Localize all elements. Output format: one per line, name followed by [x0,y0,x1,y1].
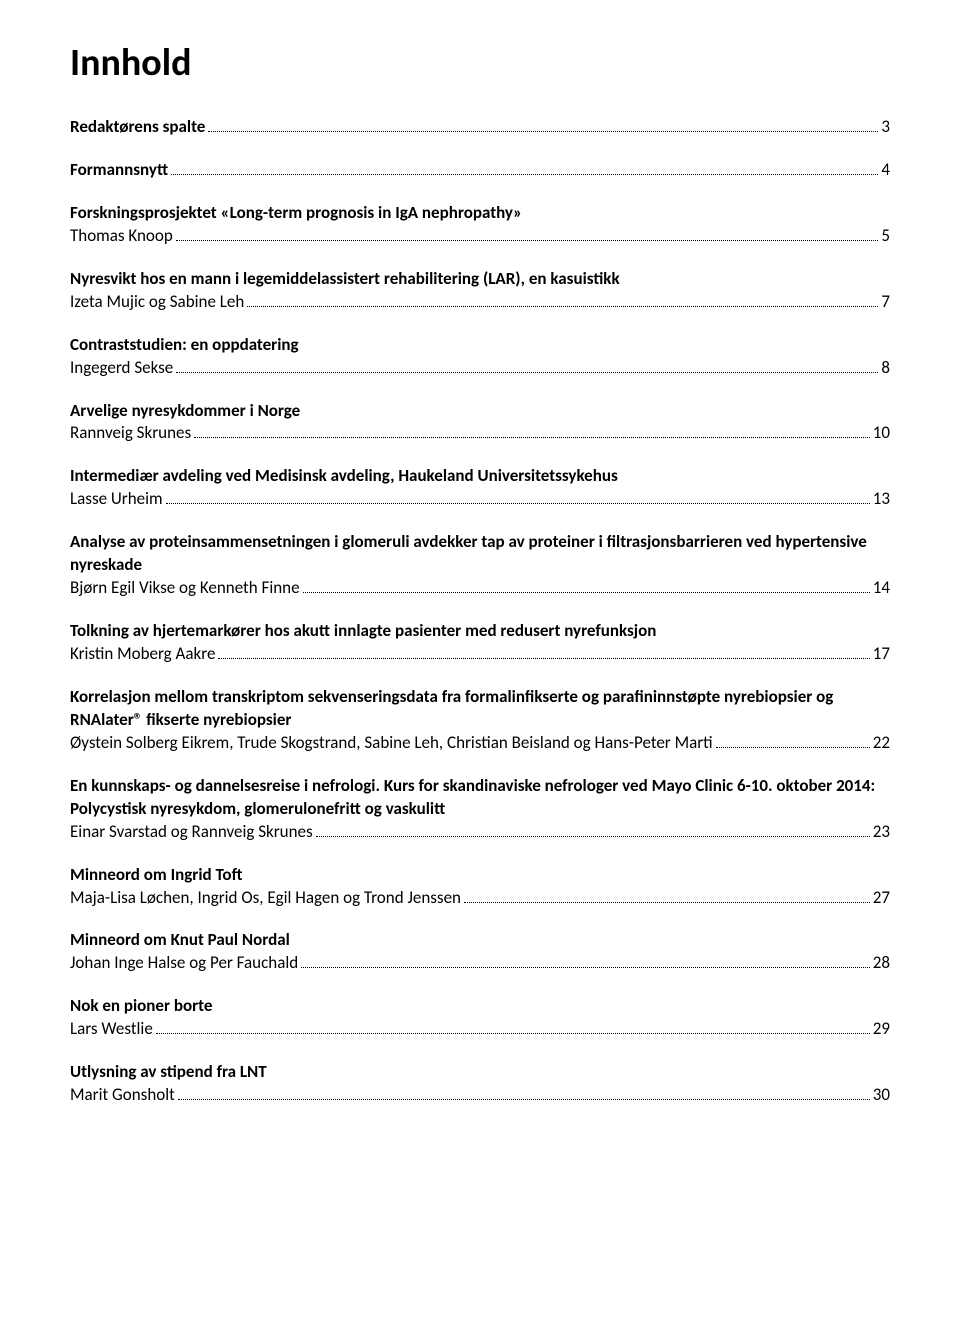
toc-entry-authors: Lasse Urheim [70,488,163,511]
toc-entry-title: Tolkning av hjertemarkører hos akutt inn… [70,620,890,643]
toc-entry-page: 14 [873,577,890,600]
toc-entry-title: Nyresvikt hos en mann i legemiddelassist… [70,268,890,291]
toc-entry-page: 4 [881,159,890,182]
toc-entry-title: Korrelasjon mellom transkriptom sekvense… [70,686,890,732]
toc-entry-page: 17 [873,643,890,666]
toc-entry: En kunnskaps- og dannelsesreise i nefrol… [70,775,890,844]
toc-entry: Nyresvikt hos en mann i legemiddelassist… [70,268,890,314]
toc-entry-authors: Ingegerd Sekse [70,357,173,380]
toc-entry: Arvelige nyresykdommer i Norge Rannveig … [70,400,890,446]
toc-entry-authors: Einar Svarstad og Rannveig Skrunes [70,821,313,844]
toc-entry: Minneord om Knut Paul Nordal Johan Inge … [70,929,890,975]
toc-entry-title: Contraststudien: en oppdatering [70,334,890,357]
toc-entry-title: Minneord om Ingrid Toft [70,864,890,887]
toc-entry-authors: Lars Westlie [70,1018,153,1041]
dot-leader [716,733,870,748]
dot-leader [156,1020,870,1035]
toc-entry-authors: Bjørn Egil Vikse og Kenneth Finne [70,577,300,600]
toc-entry-authors: Izeta Mujic og Sabine Leh [70,291,244,314]
toc-entry-title: Intermediær avdeling ved Medisinsk avdel… [70,465,890,488]
toc-entry: Redaktørens spalte 3 [70,116,890,139]
page-title: Innhold [70,40,890,86]
toc-entry-page: 7 [881,291,890,314]
toc-entry: Utlysning av stipend fra LNT Marit Gonsh… [70,1061,890,1107]
toc-entry-page: 30 [873,1084,890,1107]
toc-entry-authors: Marit Gonsholt [70,1084,175,1107]
toc-entry: Formannsnytt 4 [70,159,890,182]
toc-entry: Nok en pioner borte Lars Westlie 29 [70,995,890,1041]
toc-entry: Minneord om Ingrid Toft Maja-Lisa Løchen… [70,864,890,910]
dot-leader [218,644,869,659]
toc-entry-page: 5 [881,225,890,248]
toc-entry-page: 22 [873,732,890,755]
toc-entry: Korrelasjon mellom transkriptom sekvense… [70,686,890,755]
toc-entry-authors: Kristin Moberg Aakre [70,643,215,666]
toc-entry-page: 28 [873,952,890,975]
toc-entry-title: En kunnskaps- og dannelsesreise i nefrol… [70,775,890,821]
toc-entry-page: 10 [873,422,890,445]
toc-entry: Forskningsprosjektet «Long-term prognosi… [70,202,890,248]
dot-leader [316,822,870,837]
toc-entry-title: Formannsnytt [70,159,168,182]
toc-entry-title: Redaktørens spalte [70,116,205,139]
dot-leader [247,292,878,307]
toc-entry-title: Minneord om Knut Paul Nordal [70,929,890,952]
toc-entry-authors: Johan Inge Halse og Per Fauchald [70,952,298,975]
document-page: Innhold Redaktørens spalte 3 Formannsnyt… [0,0,960,1337]
toc-entry-page: 23 [873,821,890,844]
toc-entry-authors: Maja-Lisa Løchen, Ingrid Os, Egil Hagen … [70,887,461,910]
toc-entry-authors: Rannveig Skrunes [70,422,191,445]
dot-leader [194,424,870,439]
dot-leader [171,160,878,175]
toc-entry-page: 13 [873,488,890,511]
toc-entry-page: 29 [873,1018,890,1041]
dot-leader [176,358,878,373]
dot-leader [303,579,870,594]
dot-leader [176,226,879,241]
toc-entry-title: Nok en pioner borte [70,995,890,1018]
dot-leader [208,117,878,132]
toc-entry-title: Analyse av proteinsammensetningen i glom… [70,531,890,577]
toc-entry-title: Forskningsprosjektet «Long-term prognosi… [70,202,890,225]
toc-entry: Intermediær avdeling ved Medisinsk avdel… [70,465,890,511]
dot-leader [178,1086,870,1101]
toc-entry-title: Utlysning av stipend fra LNT [70,1061,890,1084]
dot-leader [166,490,870,505]
toc-entry-page: 3 [881,116,890,139]
dot-leader [464,888,870,903]
toc-entry: Tolkning av hjertemarkører hos akutt inn… [70,620,890,666]
toc-entry-authors: Thomas Knoop [70,225,173,248]
toc-entry-page: 8 [881,357,890,380]
toc-entry-authors: Øystein Solberg Eikrem, Trude Skogstrand… [70,732,713,755]
toc-entry: Analyse av proteinsammensetningen i glom… [70,531,890,600]
toc-entry-title: Arvelige nyresykdommer i Norge [70,400,890,423]
toc-entry: Contraststudien: en oppdatering Ingegerd… [70,334,890,380]
toc-entry-page: 27 [873,887,890,910]
dot-leader [301,954,870,969]
